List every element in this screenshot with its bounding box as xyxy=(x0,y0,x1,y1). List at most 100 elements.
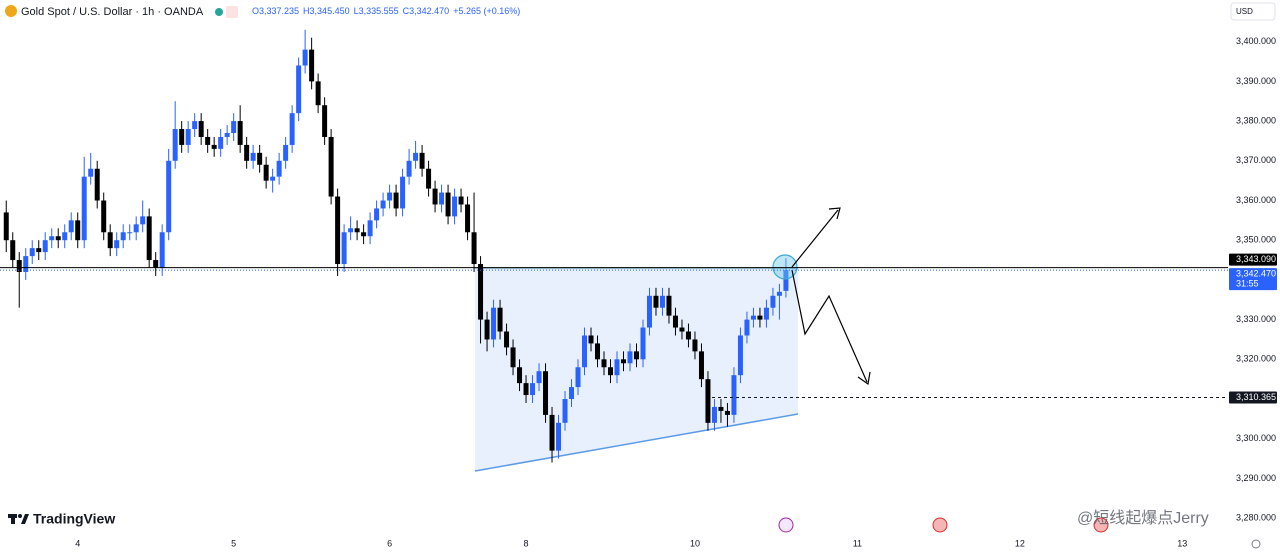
candle-body xyxy=(120,232,126,241)
candle-body xyxy=(783,270,789,291)
candle-body xyxy=(374,208,380,221)
candle-body xyxy=(439,192,445,205)
candle-body xyxy=(575,367,581,388)
candle-body xyxy=(731,375,737,415)
candle-body xyxy=(361,232,367,237)
candle-body xyxy=(679,327,685,332)
candle-body xyxy=(387,192,393,201)
candle-body xyxy=(270,176,276,181)
ohlc-value: O3,337.235 xyxy=(252,6,299,16)
candle-body xyxy=(465,204,471,233)
candle-body xyxy=(36,248,42,253)
candle-body xyxy=(322,105,328,137)
candle-body xyxy=(452,196,458,217)
candle-body xyxy=(250,152,256,161)
y-tick-label: 3,400.000 xyxy=(1236,36,1276,46)
candle-body xyxy=(718,406,724,411)
candle-body xyxy=(750,315,756,320)
candle-body xyxy=(640,327,646,360)
ohlc-value: H3,345.450 xyxy=(303,6,350,16)
candle-body xyxy=(400,176,406,209)
y-tick-label: 3,290.000 xyxy=(1236,473,1276,483)
candle-body xyxy=(608,367,613,376)
candle-body xyxy=(692,339,698,352)
candle-body xyxy=(159,232,165,268)
ohlc-value: L3,335.555 xyxy=(354,6,399,16)
candle-body xyxy=(497,307,503,332)
candle-body xyxy=(393,192,399,209)
candle-body xyxy=(582,335,588,368)
candle-body xyxy=(81,176,87,241)
candle-body xyxy=(23,256,29,272)
candle-body xyxy=(763,307,769,320)
currency-box[interactable] xyxy=(1230,2,1276,21)
x-tick-label: 10 xyxy=(690,538,700,548)
event-icon[interactable] xyxy=(932,517,948,533)
candle-body xyxy=(569,387,575,400)
candle-body xyxy=(588,335,594,344)
candle-body xyxy=(75,220,81,241)
ohlc-value: C3,342.470 xyxy=(403,6,450,16)
candle-body xyxy=(328,136,334,197)
settings-icon[interactable] xyxy=(1251,539,1261,549)
candle-body xyxy=(172,129,178,161)
event-icon[interactable] xyxy=(778,517,794,533)
alert-icon xyxy=(226,6,238,18)
candle-body xyxy=(205,136,211,145)
candle-body xyxy=(257,152,263,165)
candle-body xyxy=(101,200,107,233)
candle-body xyxy=(601,359,607,368)
candle-body xyxy=(114,240,120,249)
x-tick-label: 8 xyxy=(524,538,529,548)
candle-body xyxy=(153,260,159,268)
candle-body xyxy=(478,264,484,320)
status-dot xyxy=(215,8,223,16)
y-tick-label: 3,300.000 xyxy=(1236,433,1276,443)
candles xyxy=(3,29,789,463)
logo-mark xyxy=(18,514,22,518)
event-icon[interactable] xyxy=(1093,517,1109,533)
x-tick-label: 12 xyxy=(1015,538,1025,548)
candle-body xyxy=(296,65,302,114)
ohlc-value: +5.265 (+0.16%) xyxy=(453,6,520,16)
candle-body xyxy=(458,196,464,205)
breakout-circle xyxy=(772,254,798,280)
price-label: 3,310.365 xyxy=(1236,392,1276,402)
candle-body xyxy=(218,136,224,149)
y-tick-label: 3,390.000 xyxy=(1236,76,1276,86)
candle-body xyxy=(309,49,315,82)
trend-line xyxy=(474,413,799,472)
candle-body xyxy=(413,152,419,161)
y-tick-label: 3,380.000 xyxy=(1236,115,1276,125)
candle-body xyxy=(510,347,516,368)
overlay: 4 5 6 8 10 11 12 13 3,280.000 3,290.000 3,300.000 3… xyxy=(0,36,1277,548)
y-tick-label: 3,330.000 xyxy=(1236,314,1276,324)
candle-body xyxy=(192,121,198,130)
candle-body xyxy=(562,399,568,423)
candle-body xyxy=(419,152,425,169)
candle-body xyxy=(62,232,68,241)
price-countdown: 31:55 xyxy=(1236,278,1259,288)
candle-body xyxy=(627,351,633,364)
candle-body xyxy=(263,164,269,181)
currency[interactable]: USD xyxy=(1236,7,1253,16)
y-tick-label: 3,370.000 xyxy=(1236,155,1276,165)
candle-body xyxy=(198,121,204,137)
candle-body xyxy=(146,216,152,261)
candle-body xyxy=(42,240,48,253)
candle-body xyxy=(367,220,373,237)
candle-body xyxy=(341,232,347,265)
candle-body xyxy=(685,331,691,340)
candle-body xyxy=(55,236,61,241)
candle-body xyxy=(770,295,776,308)
arrow-up xyxy=(791,209,839,268)
candle-body xyxy=(549,414,555,451)
candle-body xyxy=(10,240,16,261)
candle-body xyxy=(620,359,626,364)
candle-body xyxy=(140,216,146,225)
candle-body xyxy=(380,200,386,209)
candle-body xyxy=(179,129,185,145)
price-label: 3,343.090 xyxy=(1236,254,1276,264)
candle-body xyxy=(614,359,620,376)
